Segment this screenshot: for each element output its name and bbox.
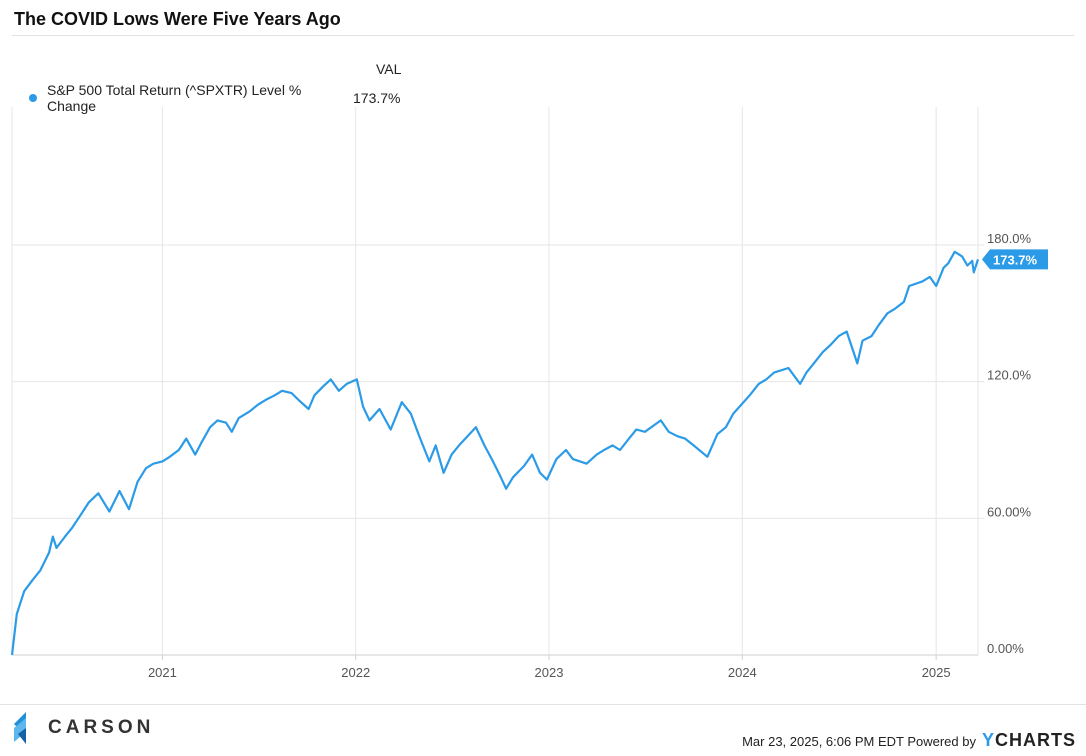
- last-value-label-bg: [982, 249, 1048, 270]
- x-tick-label: 2022: [341, 665, 370, 680]
- x-tick-label: 2024: [728, 665, 757, 680]
- ycharts-logo-rest: CHARTS: [995, 730, 1076, 750]
- footer-timestamp: Mar 23, 2025, 6:06 PM EDT Powered by: [742, 734, 976, 749]
- legend-series-name: S&P 500 Total Return (^SPXTR) Level % Ch…: [47, 82, 302, 114]
- x-tick-label: 2021: [148, 665, 177, 680]
- carson-wordmark: CARSON: [48, 717, 155, 738]
- y-tick-label: 180.0%: [987, 231, 1032, 246]
- x-tick-label: 2023: [535, 665, 564, 680]
- legend-dot-icon: [29, 94, 37, 102]
- x-axis-ticks: 2021 2022 2023 2024 2025: [148, 655, 951, 680]
- ycharts-logo[interactable]: YCHARTS: [982, 730, 1076, 751]
- legend-value-header: VAL: [376, 61, 402, 77]
- carson-logo: CARSON: [14, 712, 154, 744]
- series-line: [10, 250, 980, 656]
- y-tick-label: 60.00%: [987, 504, 1032, 519]
- grid-lines: [11, 107, 984, 656]
- legend-entry[interactable]: S&P 500 Total Return (^SPXTR) Level % Ch…: [29, 82, 400, 114]
- title-divider: [12, 35, 1074, 36]
- footer-divider: [0, 704, 1086, 705]
- last-value-label-text: 173.7%: [993, 252, 1038, 267]
- y-tick-label: 120.0%: [987, 368, 1032, 383]
- carson-mark-icon: [14, 712, 26, 744]
- y-axis-ticks: 0.00% 60.00% 120.0% 180.0%: [987, 231, 1032, 656]
- last-value-label: 173.7%: [982, 249, 1048, 270]
- y-tick-label: 0.00%: [987, 641, 1024, 656]
- chart-title: The COVID Lows Were Five Years Ago: [14, 9, 341, 29]
- ycharts-logo-y: Y: [981, 730, 995, 750]
- legend-series-value: 173.7%: [353, 90, 401, 106]
- x-tick-label: 2025: [922, 665, 951, 680]
- line-chart: 2021 2022 2023 2024 2025 0.00% 60.00% 120.0% 18…: [10, 107, 1048, 680]
- footer-attribution: Mar 23, 2025, 6:06 PM EDT Powered by YCH…: [742, 730, 1076, 751]
